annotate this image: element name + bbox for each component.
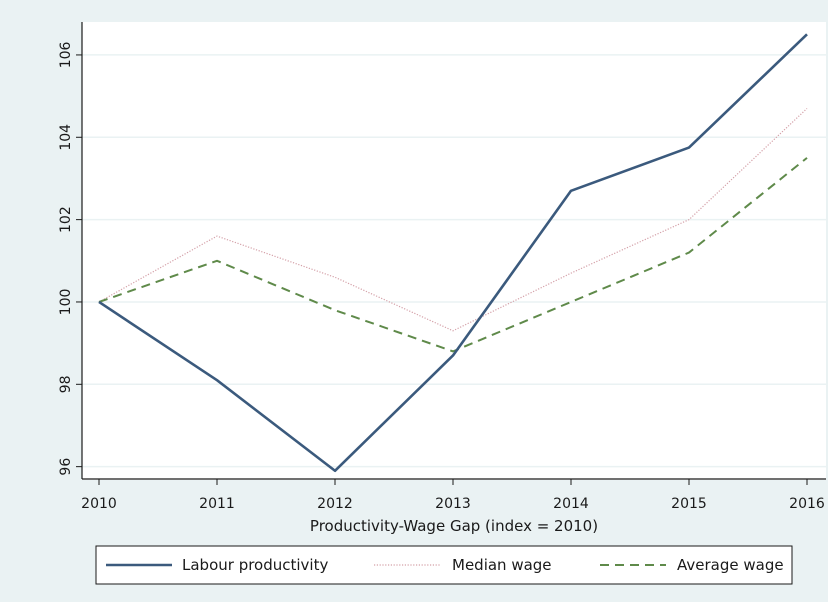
x-tick-label: 2010 <box>81 496 117 512</box>
plot-area <box>82 22 826 480</box>
y-tick-label: 104 <box>58 124 74 151</box>
x-axis-label: Productivity-Wage Gap (index = 2010) <box>310 517 598 535</box>
y-tick-label: 102 <box>58 206 74 233</box>
x-tick-label: 2013 <box>435 496 471 512</box>
legend-label: Median wage <box>452 556 552 574</box>
x-tick-label: 2012 <box>317 496 353 512</box>
legend: Labour productivity Median wage Average wa… <box>95 545 793 585</box>
x-tick-label: 2011 <box>199 496 235 512</box>
grid-lines <box>82 54 826 468</box>
y-tick-label: 100 <box>58 289 74 316</box>
y-tick-label: 98 <box>58 375 74 393</box>
axis-ticks: 96 98 100 102 104 106 2010 2011 2012 2013 2014 2015… <box>58 41 825 512</box>
x-tick-label: 2015 <box>671 496 707 512</box>
legend-label: Average wage <box>677 556 784 574</box>
series-line-labour-productivity <box>98 33 808 473</box>
y-tick-label: 106 <box>58 41 74 68</box>
series-lines <box>98 33 808 473</box>
legend-box <box>95 545 793 585</box>
x-tick-label: 2014 <box>553 496 589 512</box>
series-line-average-wage <box>98 157 808 353</box>
y-tick-label: 96 <box>58 458 74 476</box>
x-tick-label: 2016 <box>789 496 825 512</box>
legend-label: Labour productivity <box>182 556 328 574</box>
series-line-median-wage <box>98 108 808 332</box>
